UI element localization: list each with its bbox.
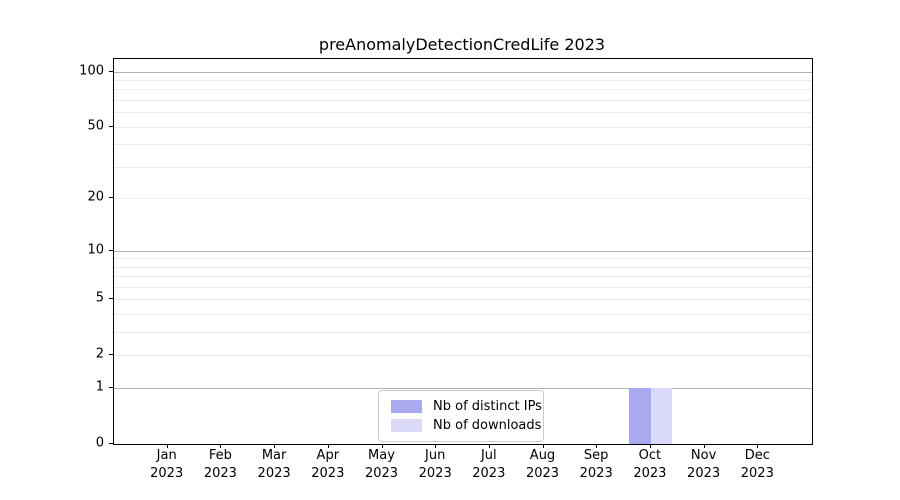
legend-swatch	[391, 419, 422, 432]
plot-area	[113, 58, 813, 445]
legend: Nb of distinct IPs Nb of downloads	[378, 390, 544, 442]
y-tick-mark	[109, 249, 113, 251]
legend-label: Nb of downloads	[433, 418, 542, 433]
minor-gridline	[114, 126, 812, 128]
x-tick-label: Jun 2023	[418, 448, 452, 481]
x-tick-mark	[381, 444, 383, 448]
x-tick-label: May 2023	[364, 448, 399, 481]
minor-gridline	[114, 332, 812, 334]
x-tick-label: Mar 2023	[257, 448, 291, 481]
x-tick-mark	[703, 444, 705, 448]
minor-gridline	[114, 80, 812, 81]
y-tick-label: 5	[95, 290, 104, 306]
x-tick-mark	[649, 444, 651, 448]
x-tick-label: Dec 2023	[740, 448, 774, 481]
legend-swatch	[391, 400, 422, 413]
x-tick-label: Apr 2023	[311, 448, 345, 481]
y-tick-label: 0	[95, 435, 104, 451]
x-tick-label: Aug 2023	[525, 448, 560, 481]
legend-label: Nb of distinct IPs	[433, 399, 542, 414]
x-tick-mark	[435, 444, 437, 448]
minor-gridline	[114, 266, 812, 268]
x-tick-mark	[166, 444, 168, 448]
minor-gridline	[114, 89, 812, 91]
x-tick-label: Nov 2023	[687, 448, 721, 481]
y-tick-label: 20	[87, 189, 104, 205]
major-gridline	[114, 250, 812, 252]
y-tick-mark	[109, 70, 113, 72]
legend-row: Nb of distinct IPs	[391, 397, 542, 416]
major-gridline	[114, 388, 812, 390]
y-tick-mark	[109, 387, 113, 389]
minor-gridline	[114, 287, 812, 288]
minor-gridline	[114, 258, 812, 260]
minor-gridline	[114, 276, 812, 278]
x-tick-label: Sep 2023	[579, 448, 613, 481]
y-tick-mark	[109, 443, 113, 444]
y-tick-mark	[109, 298, 113, 300]
x-tick-mark	[327, 444, 329, 448]
y-tick-label: 50	[87, 118, 104, 134]
minor-gridline	[114, 100, 812, 101]
minor-gridline	[114, 112, 812, 114]
x-tick-mark	[757, 444, 759, 448]
x-tick-label: Jul 2023	[472, 448, 506, 481]
x-tick-label: Oct 2023	[633, 448, 667, 481]
x-tick-mark	[488, 444, 490, 448]
x-tick-label: Feb 2023	[203, 448, 237, 481]
x-tick-mark	[220, 444, 222, 448]
y-tick-mark	[109, 354, 113, 356]
y-tick-label: 2	[95, 346, 104, 362]
x-tick-mark	[274, 444, 276, 448]
minor-gridline	[114, 144, 812, 146]
legend-row: Nb of downloads	[391, 416, 541, 435]
x-tick-label: Jan 2023	[150, 448, 184, 481]
y-tick-label: 10	[87, 242, 104, 257]
y-tick-mark	[109, 197, 113, 199]
x-tick-mark	[596, 444, 598, 448]
x-tick-mark	[542, 444, 544, 448]
bar-nb-of-downloads	[650, 388, 673, 444]
major-gridline	[114, 71, 812, 73]
minor-gridline	[114, 299, 812, 301]
y-tick-mark	[109, 125, 113, 127]
minor-gridline	[114, 314, 812, 316]
y-tick-label: 100	[79, 63, 104, 79]
minor-gridline	[114, 355, 812, 357]
bar-nb-of-distinct-ips	[629, 388, 651, 444]
y-tick-label: 1	[95, 379, 104, 395]
chart-title: preAnomalyDetectionCredLife 2023	[318, 35, 606, 54]
minor-gridline	[114, 166, 812, 168]
minor-gridline	[114, 198, 812, 200]
